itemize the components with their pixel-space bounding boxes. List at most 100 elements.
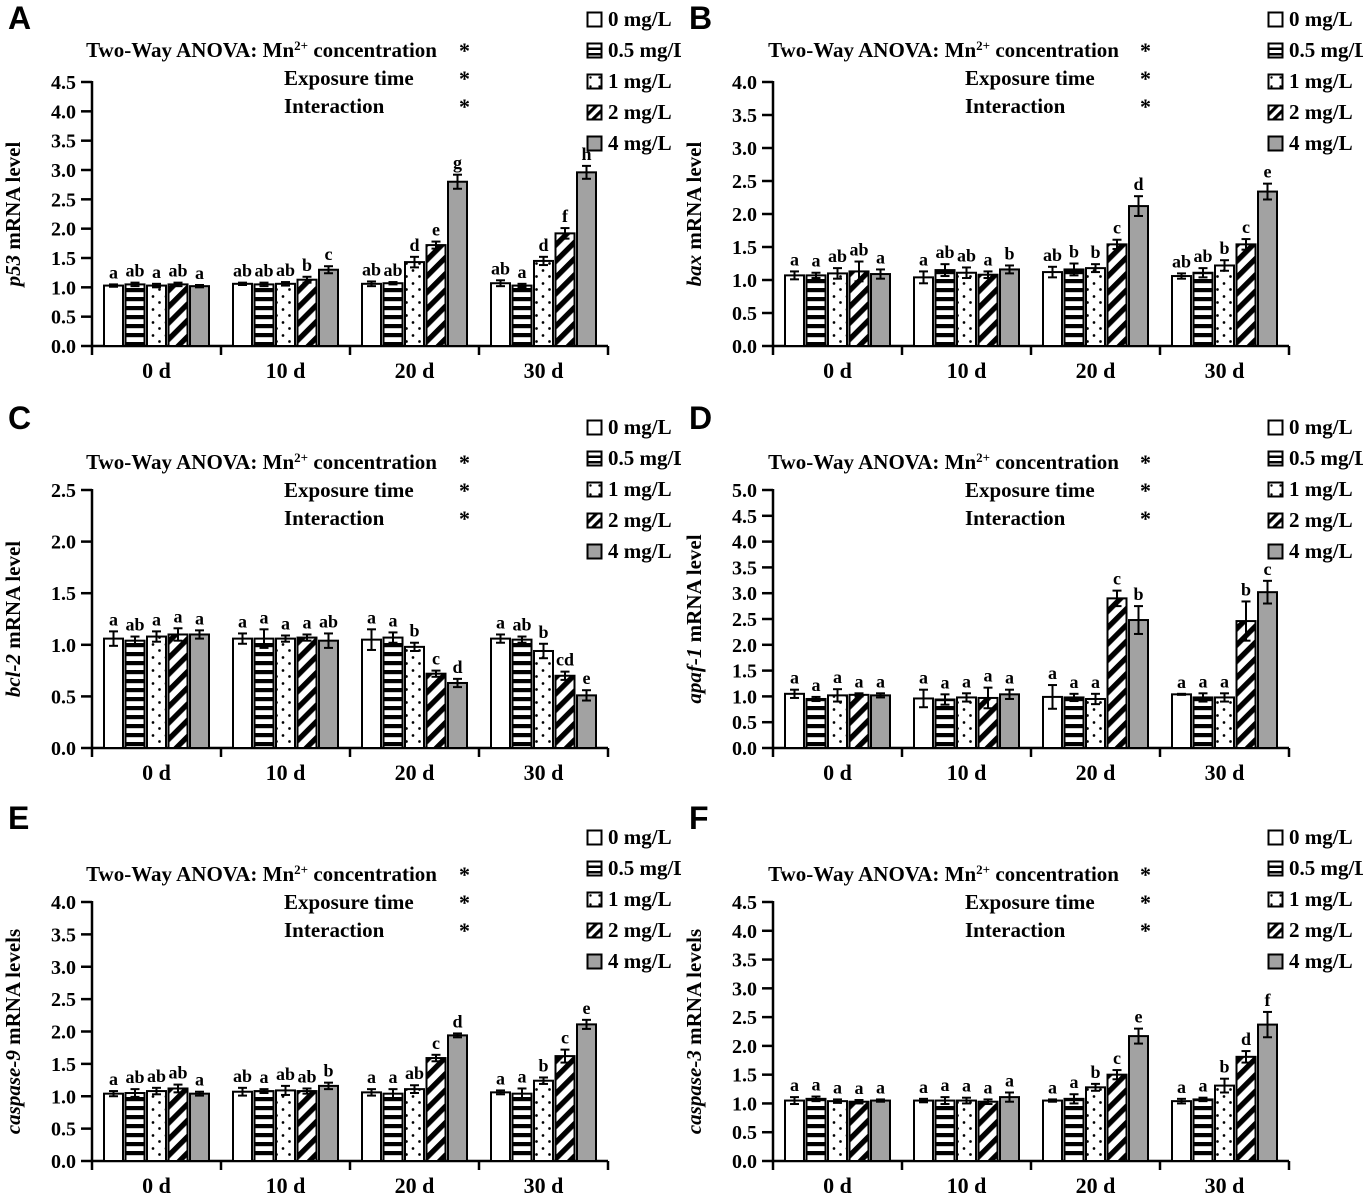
x-category-label: 30 d — [524, 358, 564, 383]
bar-4mgL-0d — [189, 285, 210, 348]
sig-letter: a — [389, 1067, 398, 1087]
y-tick-label: 1.0 — [732, 1093, 757, 1115]
anova-significance-star: * — [1140, 38, 1151, 63]
sig-letter: ab — [233, 1066, 252, 1086]
sig-letter: a — [195, 1070, 204, 1090]
sig-letter: a — [1177, 1077, 1186, 1097]
legend-label: 4 mg/L — [1289, 539, 1353, 563]
legend-swatch-icon — [1267, 419, 1284, 436]
legend-label: 0.5 mg/L — [608, 856, 681, 880]
bar-4mgL-10d — [999, 268, 1020, 347]
sig-letter: ab — [1172, 251, 1191, 271]
bar-2mgL-30d — [1235, 243, 1257, 347]
bar-2mgL-10d — [296, 278, 318, 347]
bar-0mgL-0d — [784, 274, 805, 348]
bar-4mgL-10d — [318, 268, 339, 348]
sig-letter: b — [1241, 579, 1251, 599]
bar-1mgL-10d — [956, 696, 977, 750]
y-tick-label: 3.5 — [732, 557, 757, 579]
bar-2mgL-0d — [167, 283, 189, 347]
bar-1mgL-10d — [275, 637, 296, 749]
legend-label: 1 mg/L — [1289, 477, 1353, 501]
sig-letter: ab — [319, 611, 338, 631]
sig-letter: a — [812, 251, 821, 271]
sig-letter: a — [281, 614, 290, 634]
legend-label: 1 mg/L — [608, 69, 672, 93]
sig-letter: ab — [362, 259, 381, 279]
sig-letter: b — [1133, 584, 1143, 604]
sig-letter: a — [876, 1077, 885, 1097]
sig-letter: ab — [125, 615, 144, 635]
y-tick-label: 1.5 — [51, 1054, 76, 1076]
sig-letter: a — [812, 675, 821, 695]
anova-line-concentration: Two-Way ANOVA: Mn2+ concentration — [768, 450, 1119, 474]
bar-4mgL-30d — [1257, 591, 1278, 749]
legend-item-1mgL: 1 mg/L — [1267, 884, 1363, 915]
legend-swatch-icon — [1267, 860, 1284, 877]
legend-swatch-icon — [586, 135, 603, 152]
bar-1mgL-10d — [956, 1099, 977, 1163]
anova-line-interaction: Interaction — [965, 94, 1066, 118]
anova-significance-star: * — [1140, 890, 1151, 915]
legend-label: 1 mg/L — [608, 477, 672, 501]
bar-1mgL-30d — [533, 649, 554, 750]
sig-letter: ab — [254, 261, 273, 281]
y-tick-label: 4.0 — [732, 532, 757, 554]
bar-0.5mgL-10d — [253, 637, 275, 749]
bar-2mgL-10d — [296, 636, 318, 750]
sig-letter: d — [452, 1011, 462, 1031]
sig-letter: f — [562, 206, 569, 226]
sig-letter: a — [941, 1075, 950, 1095]
legend-label: 0 mg/L — [1289, 7, 1353, 31]
bar-1mgL-20d — [1085, 697, 1106, 750]
legend-label: 2 mg/L — [1289, 100, 1353, 124]
legend-label: 0.5 mg/L — [608, 38, 681, 62]
legend-item-0mgL: 0 mg/L — [1267, 4, 1363, 35]
sig-letter: a — [876, 247, 885, 267]
legend-item-0.5mgL: 0.5 mg/L — [586, 853, 681, 884]
legend-label: 1 mg/L — [608, 887, 672, 911]
y-tick-label: 0.0 — [51, 336, 76, 358]
anova-significance-star: * — [1140, 918, 1151, 943]
y-tick-label: 2.0 — [51, 1022, 76, 1044]
bar-1mgL-10d — [275, 282, 296, 347]
bar-1mgL-0d — [146, 635, 167, 750]
legend-label: 0.5 mg/L — [1289, 856, 1363, 880]
x-category-label: 0 d — [142, 760, 171, 785]
legend-item-1mgL: 1 mg/L — [1267, 66, 1363, 97]
sig-letter: a — [238, 611, 247, 631]
bar-0.5mgL-0d — [124, 639, 146, 749]
y-tick-label: 4.5 — [732, 892, 757, 914]
sig-letter: d — [1133, 174, 1143, 194]
legend-swatch-icon — [586, 829, 603, 846]
y-tick-label: 2.5 — [732, 1007, 757, 1029]
panel-A: 0.0 0.5 1.0 1.5 2.0 2.5 3.0 3.5 4.0 4.5 a ab a ab a 0 d… — [0, 0, 681, 400]
anova-line-concentration: Two-Way ANOVA: Mn2+ concentration — [86, 450, 437, 474]
panel-D: 0.0 0.5 1.0 1.5 2.0 2.5 3.0 3.5 4.0 4.5 5.0 a a a a a 0 … — [681, 400, 1363, 800]
bar-0mgL-20d — [1042, 271, 1063, 347]
sig-letter: d — [1241, 1029, 1251, 1049]
legend: 0 mg/L 0.5 mg/L 1 mg/L 2 mg/L 4 mg/L — [1267, 822, 1363, 977]
bar-1mgL-0d — [827, 272, 848, 347]
legend-swatch-icon — [1267, 11, 1284, 28]
sig-letter: a — [1091, 672, 1100, 692]
sig-letter: e — [583, 668, 591, 688]
anova-significance-star: * — [459, 38, 470, 63]
bar-0mgL-30d — [1171, 693, 1192, 749]
x-category-label: 10 d — [947, 1173, 987, 1198]
y-tick-label: 2.0 — [51, 219, 76, 241]
y-tick-label: 2.0 — [732, 204, 757, 226]
sig-letter: a — [855, 671, 864, 691]
bar-0.5mgL-0d — [805, 274, 827, 348]
anova-significance-star: * — [1140, 478, 1151, 503]
legend-label: 2 mg/L — [1289, 508, 1353, 532]
bar-2mgL-30d — [554, 232, 576, 347]
bar-1mgL-30d — [1214, 1084, 1235, 1163]
y-tick-label: 1.0 — [51, 277, 76, 299]
chart-F: 0.00.51.01.52.02.53.03.54.04.5a a a a a0 da a… — [682, 892, 1291, 1198]
legend-label: 2 mg/L — [608, 508, 672, 532]
sig-letter: c — [1113, 218, 1121, 238]
anova-significance-star: * — [459, 862, 470, 887]
bar-2mgL-0d — [167, 1087, 189, 1163]
y-axis-title: bax mRNA level — [682, 142, 706, 287]
